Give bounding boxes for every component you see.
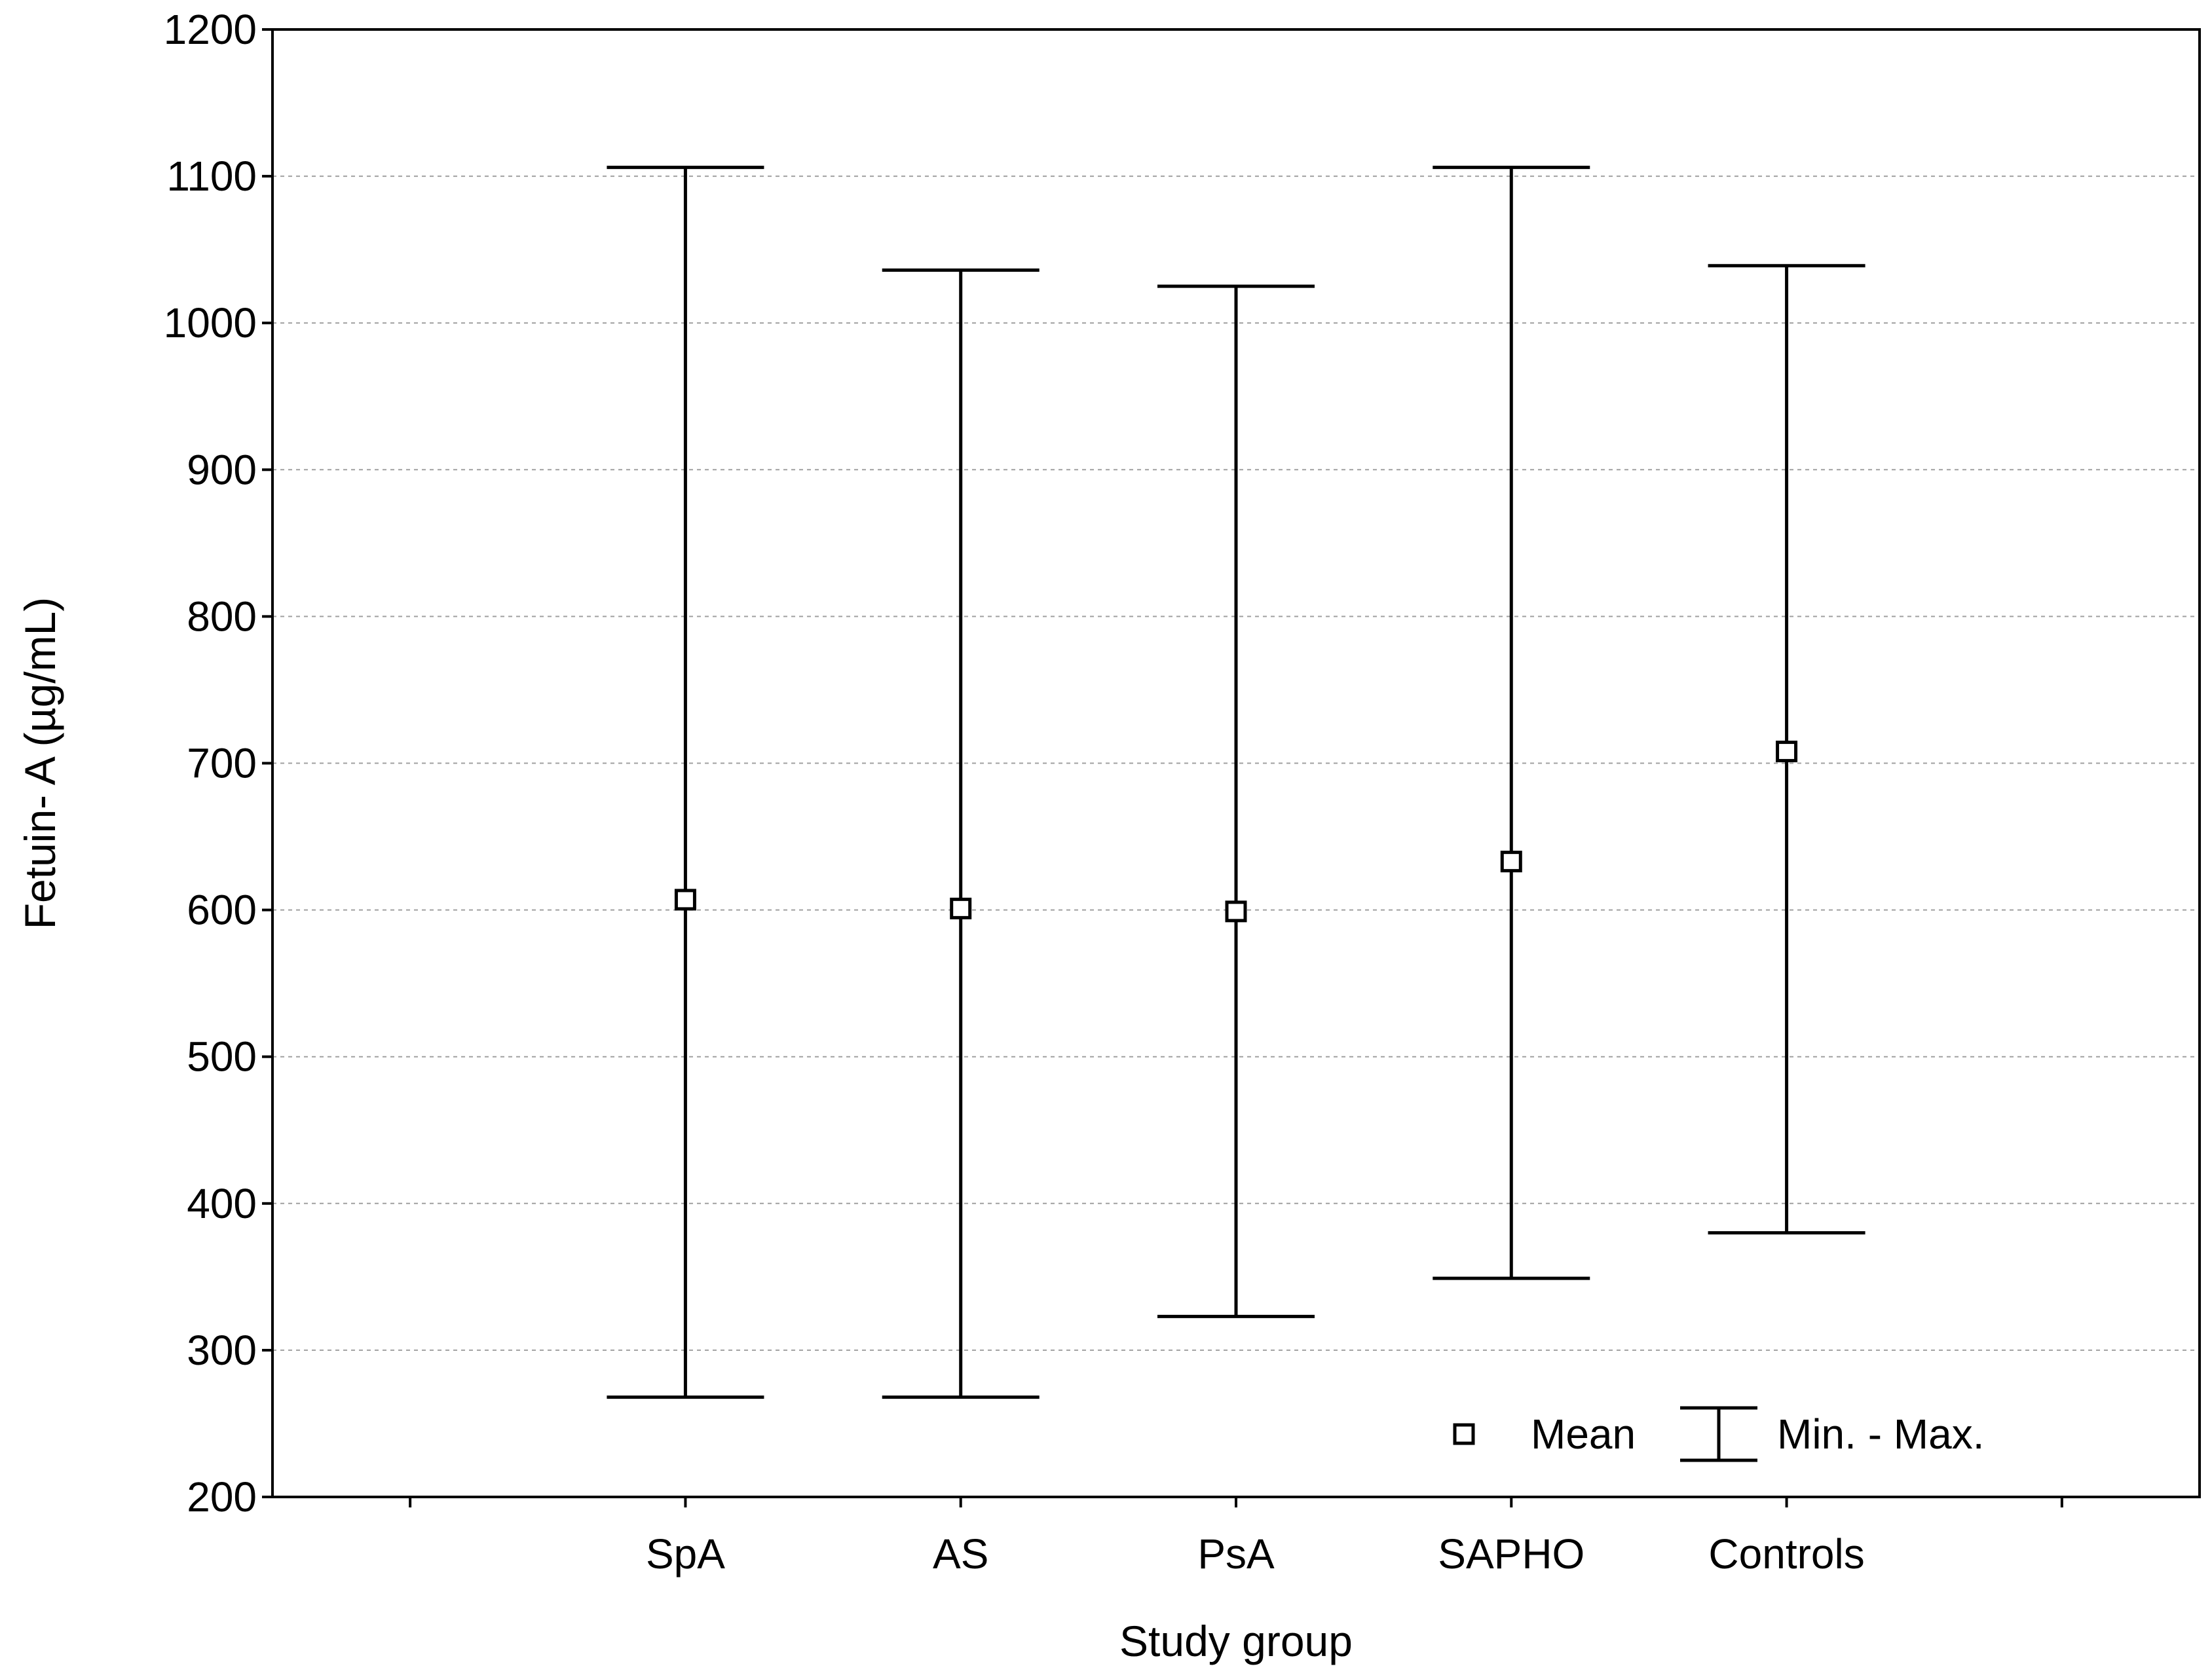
y-tick-label-600: 600 (187, 887, 257, 934)
y-axis-title: Fetuin- A (µg/mL) (16, 597, 64, 930)
mean-marker-sapho (1500, 851, 1522, 873)
legend: Mean Min. - Max. (1453, 1406, 1984, 1462)
series-sapho (1433, 166, 1590, 1280)
x-axis-title: Study group (1119, 1617, 1353, 1665)
series-psa (1157, 284, 1315, 1318)
y-tick-label-1100: 1100 (166, 153, 257, 200)
y-tick-label-800: 800 (187, 593, 257, 640)
series-spa (607, 166, 764, 1399)
legend-range-symbol (1680, 1406, 1757, 1462)
legend-mean-marker (1453, 1423, 1475, 1445)
y-tick-label-1000: 1000 (164, 299, 257, 346)
y-tick-label-300: 300 (187, 1327, 257, 1374)
mean-marker-controls (1776, 741, 1798, 763)
mean-marker-spa (674, 889, 696, 911)
mean-marker-as (950, 897, 972, 919)
legend-mean-label: Mean (1531, 1411, 1636, 1458)
series-as (882, 268, 1040, 1399)
x-tick-label-spa: SpA (646, 1530, 725, 1578)
x-tick-label-controls: Controls (1708, 1530, 1864, 1578)
gridlines (272, 175, 2200, 1351)
legend-range-label: Min. - Max. (1777, 1411, 1984, 1458)
x-tick-label-sapho: SAPHO (1438, 1530, 1584, 1578)
series-group (607, 166, 1865, 1399)
mean-marker-psa (1225, 900, 1247, 923)
y-tick-label-900: 900 (187, 446, 257, 493)
y-tick-label-200: 200 (187, 1473, 257, 1521)
y-tick-label-700: 700 (187, 740, 257, 787)
x-tick-label-psa: PsA (1197, 1530, 1275, 1578)
y-tick-label-400: 400 (187, 1180, 257, 1227)
x-axis: SpA AS PsA SAPHO Controls (409, 1497, 2063, 1578)
x-tick-label-as: AS (933, 1530, 988, 1578)
series-controls (1708, 264, 1865, 1235)
y-tick-label-500: 500 (187, 1033, 257, 1080)
y-axis: 200 300 400 500 600 700 800 900 1000 1100 1200 (164, 6, 272, 1521)
y-tick-label-1200: 1200 (164, 6, 257, 53)
